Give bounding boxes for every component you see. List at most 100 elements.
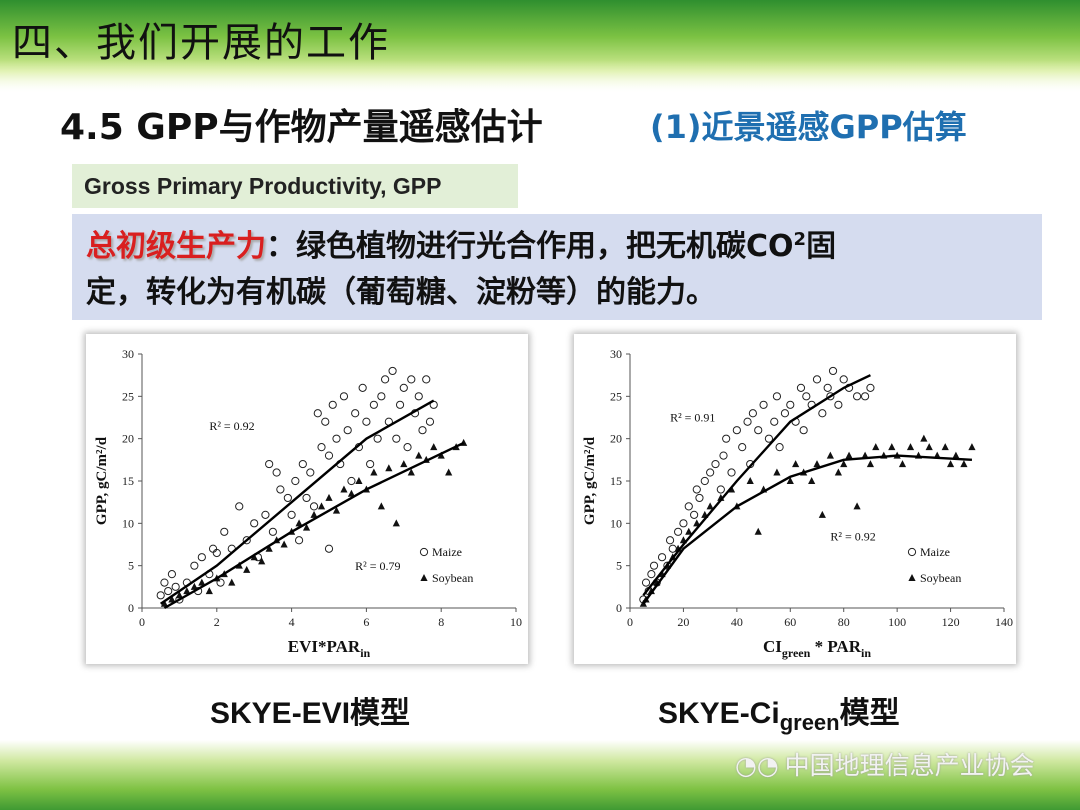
maize-point <box>826 392 835 401</box>
maize-point <box>679 519 688 528</box>
maize-point <box>828 366 838 376</box>
y-tick-label: 0 <box>616 601 622 615</box>
y-tick-label: 10 <box>122 516 134 530</box>
soybean-point <box>888 443 896 451</box>
soybean-point <box>183 587 191 595</box>
maize-point <box>164 586 173 596</box>
maize-point <box>770 417 779 426</box>
maize-point <box>786 400 795 409</box>
y-tick-label: 20 <box>610 432 622 446</box>
maize-point <box>719 451 728 460</box>
maize-point <box>665 536 675 545</box>
maize-point <box>377 392 386 401</box>
maize-point <box>388 366 397 376</box>
r-squared-label: R² = 0.91 <box>670 411 715 425</box>
maize-point <box>823 383 832 392</box>
maize-point <box>220 527 229 536</box>
x-tick-label: 0 <box>627 615 633 629</box>
legend-maize-marker <box>907 547 917 557</box>
maize-point <box>212 548 221 558</box>
english-term-box: Gross Primary Productivity, GPP <box>72 164 518 208</box>
soybean-point <box>813 460 821 468</box>
soybean-point <box>317 502 326 510</box>
x-tick-label: 80 <box>838 615 850 629</box>
soybean-point <box>377 502 385 510</box>
maize-point <box>197 553 206 562</box>
soybean-point <box>706 502 714 510</box>
y-axis-label: GPP, gC/m²/d <box>94 436 110 525</box>
soybean-point <box>437 451 445 459</box>
maize-point <box>369 400 378 409</box>
maize-point <box>802 392 811 401</box>
soybean-point <box>332 506 341 514</box>
maize-point <box>732 426 741 435</box>
maize-point <box>343 426 352 435</box>
x-tick-label: 2 <box>214 615 220 629</box>
maize-point <box>332 434 341 443</box>
soybean-point <box>445 468 453 476</box>
x-tick-label: 6 <box>363 615 369 629</box>
soybean-point <box>818 510 826 518</box>
soybean-point <box>228 578 236 586</box>
maize-point <box>208 544 218 553</box>
x-tick-label: 10 <box>510 615 522 629</box>
x-axis-label-main: EVI*PAR <box>288 637 361 656</box>
maize-point <box>748 409 757 418</box>
legend-soybean-marker <box>908 574 916 581</box>
slide-title: 四、我们开展的工作 <box>12 20 390 66</box>
chart-evi: 0 5 10 15 20 25 30 0 2 4 6 8 10 GPP, gC/m²/d EVI*PARin… <box>86 334 528 664</box>
y-tick-label: 0 <box>128 601 134 615</box>
soybean-point <box>302 523 311 531</box>
x-tick-label: 20 <box>677 615 689 629</box>
soybean-point <box>834 468 842 476</box>
soybean-point <box>746 477 754 484</box>
maize-point <box>328 400 337 409</box>
soybean-point <box>250 553 258 561</box>
soybean-point <box>385 464 393 472</box>
wechat-icon: ◔◔ <box>735 751 779 780</box>
maize-point <box>392 434 401 443</box>
maize-point <box>727 468 736 477</box>
maize-point <box>772 392 782 401</box>
maize-point <box>362 417 371 426</box>
y-tick-label: 5 <box>616 559 622 573</box>
soybean-point <box>946 460 955 468</box>
maize-point <box>722 434 731 443</box>
definition-line-2: 定，转化为有机碳（葡萄糖、淀粉等）的能力。 <box>86 275 716 310</box>
soybean-point <box>415 451 423 459</box>
soybean-point <box>773 468 781 476</box>
soybean-point <box>920 434 928 442</box>
r-squared-label: R² = 0.79 <box>355 559 400 573</box>
maize-point <box>407 375 416 384</box>
soybean-point <box>295 519 303 527</box>
soybean-point <box>792 460 800 468</box>
maize-point <box>684 502 693 511</box>
soybean-point <box>370 468 378 476</box>
maize-point <box>160 578 169 587</box>
x-axis-label-sub: green <box>782 646 811 660</box>
chart-cigreen-svg: 0 5 10 15 20 25 30 0 20 40 60 80 100 120 140 GPP, gC/m²… <box>582 347 1013 660</box>
co2-superscript: 2 <box>793 229 807 250</box>
maize-point <box>358 383 367 392</box>
maize-point <box>156 591 165 600</box>
chart-cigreen: 0 5 10 15 20 25 30 0 20 40 60 80 100 120 140 GPP, gC/m²… <box>574 334 1016 664</box>
soybean-point <box>310 510 318 518</box>
maize-point <box>171 582 180 591</box>
maize-point <box>866 383 875 392</box>
r-squared-label: R² = 0.92 <box>209 419 254 433</box>
soybean-point <box>190 582 198 590</box>
footer-band <box>0 740 1080 810</box>
soybean-point <box>340 485 348 493</box>
maize-point <box>347 476 356 486</box>
maize-point <box>373 434 382 443</box>
soybean-point <box>898 460 907 468</box>
caption-cigreen-model: SKYE-Cigreen模型 <box>658 688 900 736</box>
x-tick-label: 0 <box>139 615 145 629</box>
soybean-point <box>808 477 816 484</box>
section-title: 4.5 GPP与作物产量遥感估计 <box>60 107 543 148</box>
y-tick-label: 25 <box>610 389 622 403</box>
x-axis-label-main: CI <box>763 637 782 656</box>
maize-point <box>759 400 768 409</box>
maize-point <box>250 519 259 528</box>
definition-text: ：绿色植物进行光合作用，把无机碳CO <box>266 229 794 264</box>
